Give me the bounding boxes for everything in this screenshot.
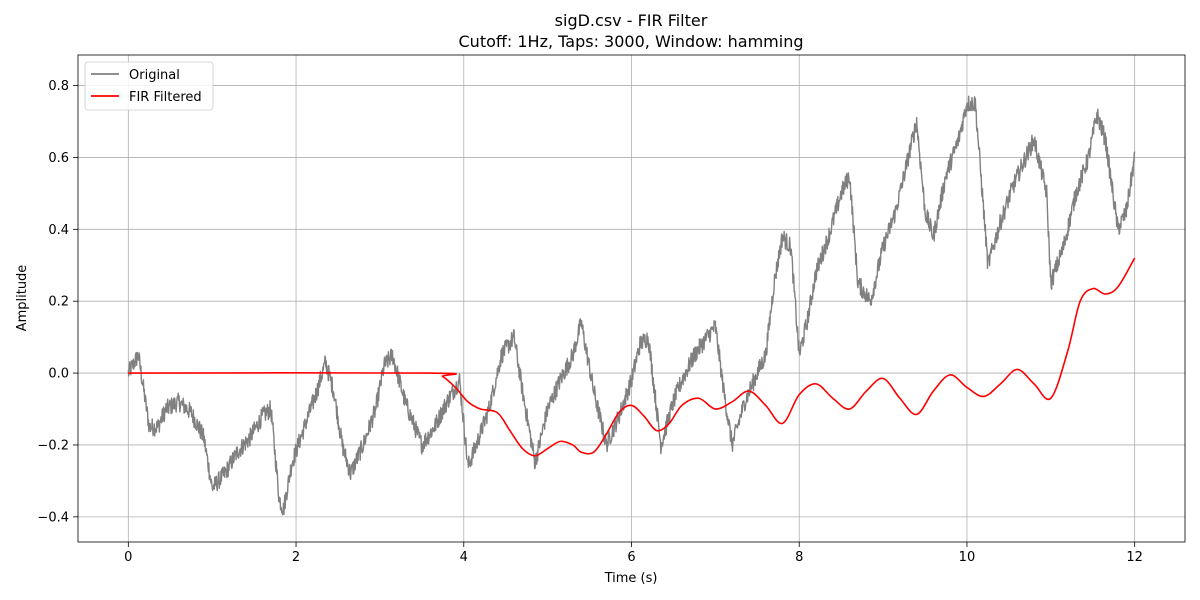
y-tick-label: 0.6 [48, 151, 69, 166]
x-axis-label: Time (s) [604, 571, 658, 586]
x-tick-label: 6 [627, 550, 635, 565]
series-line-fir-filtered [128, 257, 1136, 457]
y-tick-label: 0.0 [48, 367, 69, 382]
y-tick-label: 0.4 [48, 223, 69, 238]
series-layer [127, 95, 1136, 516]
y-tick-label: 0.2 [48, 295, 69, 310]
grid [78, 55, 1185, 542]
y-tick-label: −0.4 [37, 510, 69, 525]
x-axis-ticks: 0 2 4 6 8 10 12 [124, 542, 1143, 565]
legend-label-original: Original [129, 68, 180, 83]
y-tick-label: 0.8 [48, 79, 69, 94]
x-tick-label: 8 [795, 550, 803, 565]
x-tick-label: 0 [124, 550, 132, 565]
chart-title: sigD.csv - FIR Filter [555, 11, 708, 30]
x-tick-label: 12 [1126, 550, 1143, 565]
x-tick-label: 4 [460, 550, 468, 565]
legend: Original FIR Filtered [84, 61, 214, 111]
y-axis-ticks: −0.4 −0.2 0.0 0.2 0.4 0.6 0.8 [37, 79, 78, 525]
chart-subtitle: Cutoff: 1Hz, Taps: 3000, Window: hamming [459, 32, 804, 51]
x-tick-label: 2 [292, 550, 300, 565]
x-tick-label: 10 [959, 550, 976, 565]
legend-label-fir-filtered: FIR Filtered [129, 90, 202, 105]
plot-frame [77, 54, 1186, 543]
series-line-original [127, 95, 1136, 516]
y-tick-label: −0.2 [37, 438, 69, 453]
y-axis-label: Amplitude [15, 265, 30, 332]
